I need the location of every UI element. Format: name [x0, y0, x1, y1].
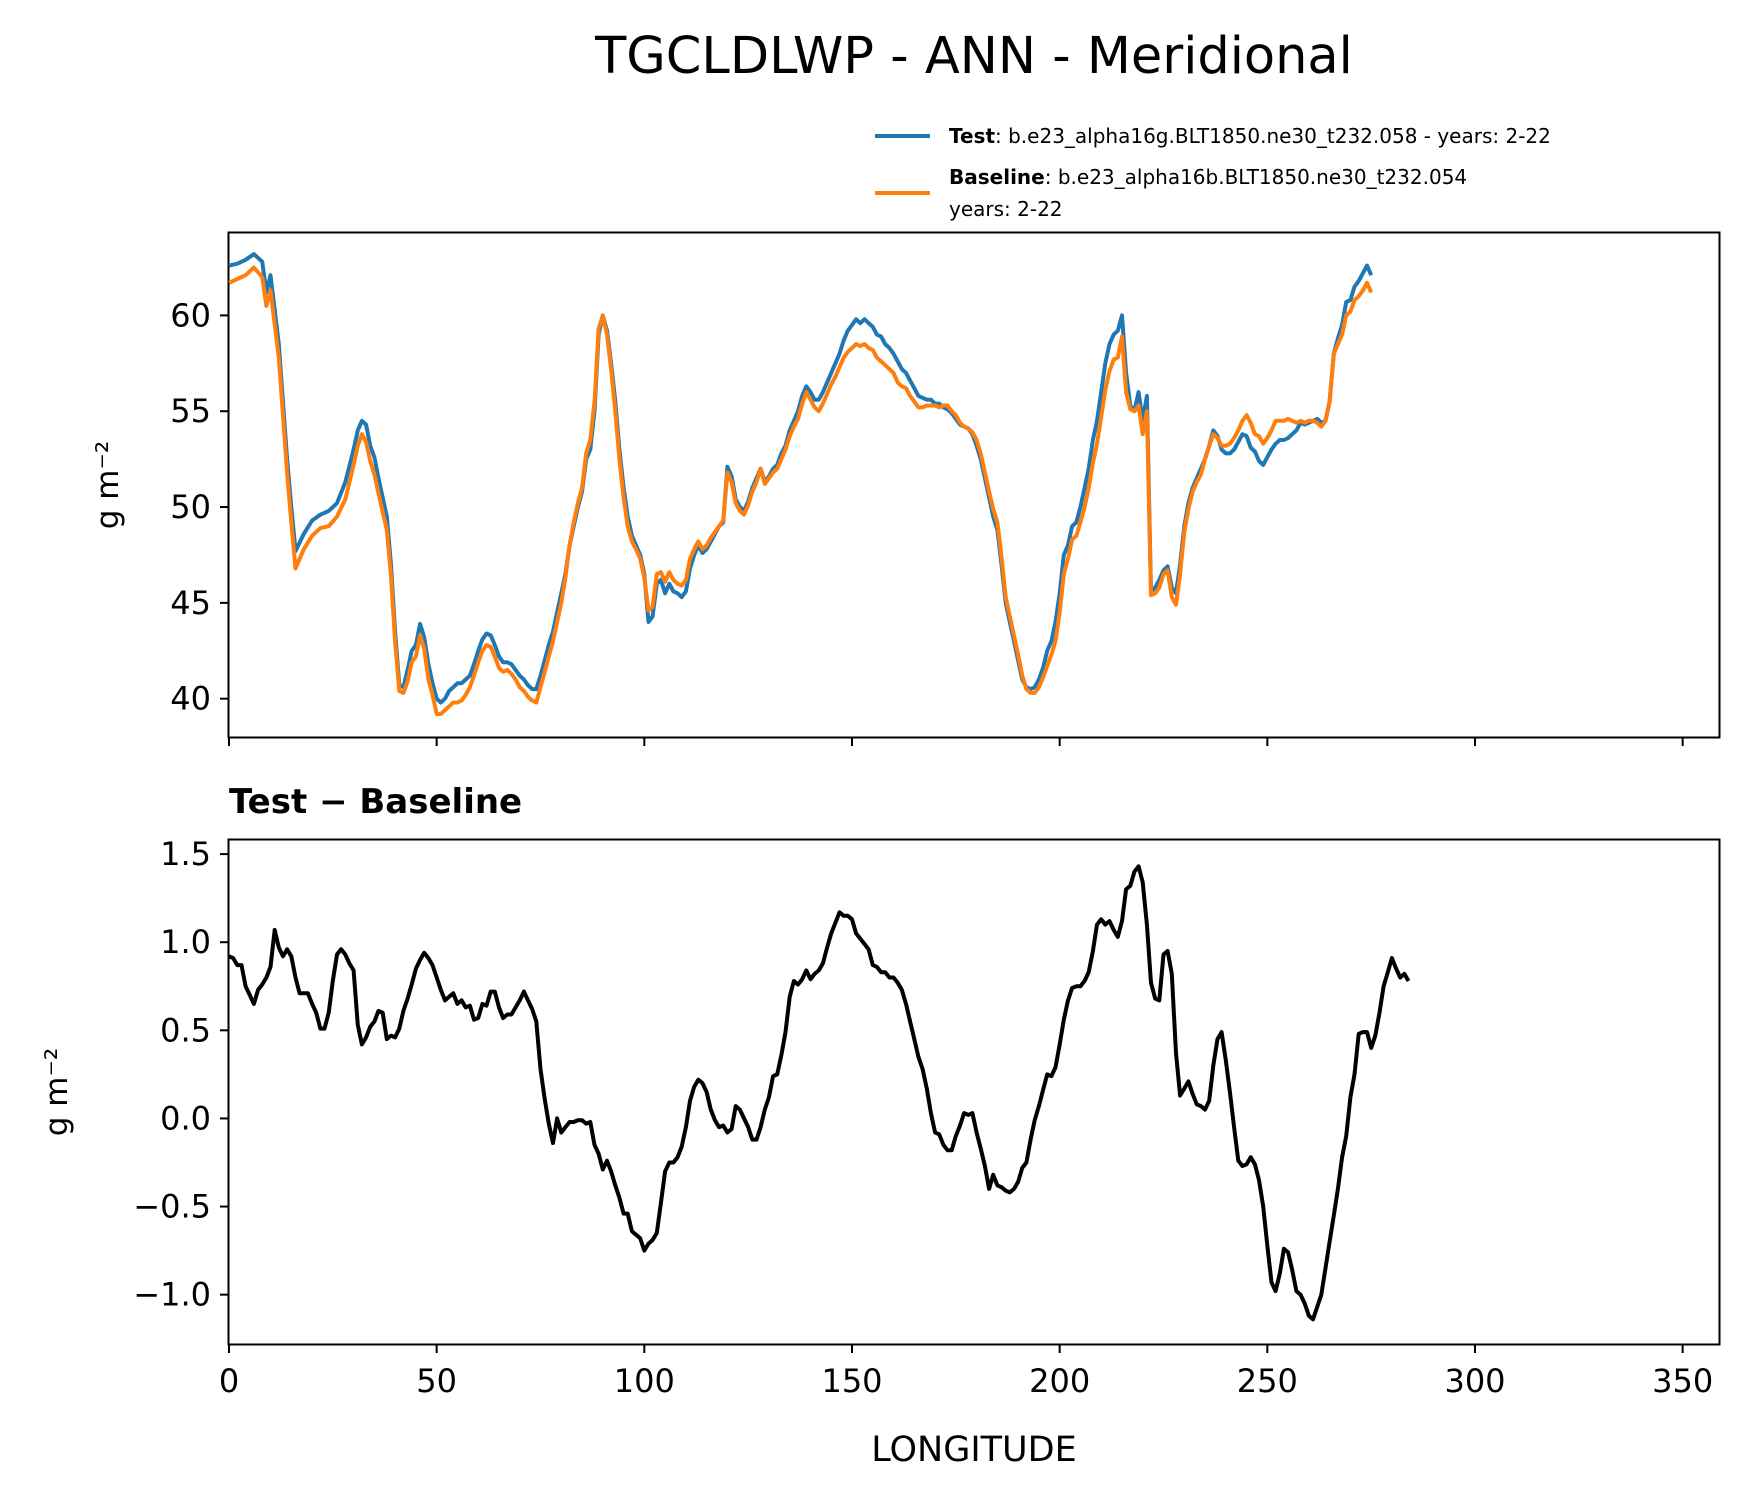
top-series-group [228, 252, 1374, 716]
top-series-baseline [228, 265, 1374, 716]
bottom-x-tick-label: 150 [821, 1362, 882, 1400]
bottom-x-axis-label: LONGITUDE [871, 1430, 1077, 1470]
bottom-x-axis: 0 50 100 150 200 250 300 350 [219, 1344, 1713, 1400]
figure-title: TGCLDLWP - ANN - Meridional [594, 27, 1353, 86]
bottom-x-tick-label: 300 [1444, 1362, 1505, 1400]
bottom-y-tick-label: 1.0 [160, 923, 211, 961]
bottom-x-tick-label: 350 [1652, 1362, 1713, 1400]
legend-label-baseline-rest: : b.e23_alpha16b.BLT1850.ne30_t232.054 [1045, 165, 1467, 189]
bottom-series-group [228, 864, 1411, 1322]
bottom-y-tick-label: 1.5 [160, 835, 211, 873]
top-plot-frame [227, 231, 1721, 739]
bottom-x-tick-label: 0 [219, 1362, 239, 1400]
bottom-y-axis-label: g m⁻² [39, 1048, 75, 1137]
top-panel: 40 45 50 55 60 g m⁻² [90, 231, 1721, 746]
bottom-panel-title: Test − Baseline [229, 782, 522, 822]
legend-label-test: Test: b.e23_alpha16g.BLT1850.ne30_t232.0… [949, 124, 1551, 148]
top-y-tick-label: 50 [170, 488, 211, 526]
bottom-x-tick-label: 100 [614, 1362, 675, 1400]
legend-label-test-rest: : b.e23_alpha16g.BLT1850.ne30_t232.058 -… [995, 124, 1551, 148]
bottom-plot-frame [227, 838, 1721, 1346]
bottom-y-tick-label: −0.5 [133, 1188, 211, 1226]
legend-label-baseline: Baseline: b.e23_alpha16b.BLT1850.ne30_t2… [949, 165, 1467, 189]
legend: Test: b.e23_alpha16g.BLT1850.ne30_t232.0… [875, 124, 1551, 221]
top-y-axis-label: g m⁻² [90, 441, 126, 530]
top-y-tick-label: 40 [170, 680, 211, 718]
bottom-panel: Test − Baseline −1.0 −0.5 0.0 0.5 1.0 1.5 0 50… [39, 782, 1721, 1470]
legend-label-test-bold: Test [949, 124, 995, 148]
legend-label-baseline-line2: years: 2-22 [949, 197, 1063, 221]
top-y-tick-label: 60 [170, 296, 211, 334]
bottom-x-tick-label: 250 [1237, 1362, 1298, 1400]
bottom-y-tick-label: 0.0 [160, 1099, 211, 1137]
top-y-tick-label: 55 [170, 392, 211, 430]
top-x-axis [228, 737, 1684, 746]
bottom-x-tick-label: 200 [1029, 1362, 1090, 1400]
bottom-y-tick-label: −1.0 [133, 1276, 211, 1314]
bottom-x-tick-label: 50 [416, 1362, 457, 1400]
top-y-axis: 40 45 50 55 60 [170, 296, 229, 718]
bottom-y-tick-label: 0.5 [160, 1011, 211, 1049]
legend-label-baseline-bold: Baseline [949, 165, 1045, 189]
bottom-y-axis: −1.0 −0.5 0.0 0.5 1.0 1.5 [133, 835, 229, 1314]
top-y-tick-label: 45 [170, 584, 211, 622]
bottom-series-test-baseline [228, 864, 1411, 1322]
